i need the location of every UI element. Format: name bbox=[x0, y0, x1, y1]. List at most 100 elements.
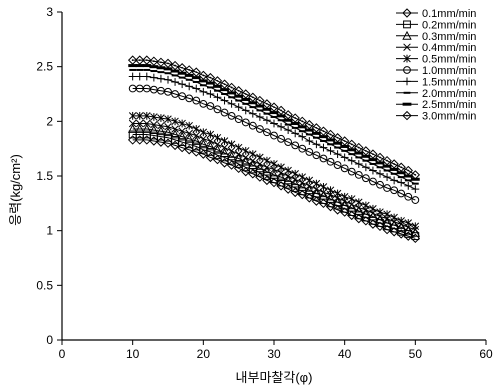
data-point bbox=[156, 57, 166, 68]
data-point bbox=[368, 219, 378, 229]
data-point bbox=[135, 111, 144, 120]
data-point bbox=[354, 142, 364, 153]
data-point bbox=[362, 201, 370, 210]
data-point bbox=[248, 109, 257, 118]
data-point bbox=[291, 129, 300, 138]
data-point bbox=[389, 220, 399, 230]
data-point bbox=[333, 150, 342, 159]
data-point bbox=[171, 90, 179, 98]
legend-entry: 0.1mm/min bbox=[396, 8, 476, 20]
data-point bbox=[163, 138, 173, 148]
data-point bbox=[347, 156, 356, 165]
data-point bbox=[248, 160, 258, 169]
data-point bbox=[220, 108, 229, 117]
data-point bbox=[396, 222, 406, 232]
data-point bbox=[142, 135, 152, 145]
data-point bbox=[311, 188, 322, 198]
data-point bbox=[234, 150, 243, 158]
data-point bbox=[347, 210, 357, 221]
data-point bbox=[192, 96, 201, 105]
data-point bbox=[369, 204, 377, 213]
data-point bbox=[213, 133, 222, 142]
data-point bbox=[319, 183, 328, 191]
data-point bbox=[184, 65, 194, 75]
data-point bbox=[305, 176, 314, 185]
data-point bbox=[397, 178, 406, 187]
data-point bbox=[170, 140, 180, 151]
legend-entry: 0.4mm/min bbox=[396, 42, 476, 54]
data-point bbox=[163, 58, 173, 69]
data-point bbox=[333, 189, 342, 198]
data-point bbox=[135, 55, 145, 65]
series-line bbox=[132, 134, 416, 237]
data-point bbox=[198, 70, 209, 81]
legend-entry: 1.0mm/min bbox=[396, 65, 476, 77]
data-point bbox=[205, 72, 216, 83]
data-point bbox=[255, 113, 264, 121]
x-tick-label: 20 bbox=[197, 347, 211, 361]
data-point bbox=[150, 113, 158, 121]
legend-marker bbox=[403, 54, 411, 63]
data-point bbox=[347, 200, 356, 209]
data-point bbox=[376, 180, 384, 189]
legend-label: 3.0mm/min bbox=[422, 111, 476, 123]
data-point bbox=[276, 181, 286, 191]
data-point bbox=[191, 67, 201, 77]
data-point bbox=[339, 207, 350, 217]
data-point bbox=[403, 225, 414, 235]
data-point bbox=[397, 189, 406, 198]
legend-marker bbox=[403, 43, 411, 51]
data-point bbox=[248, 121, 257, 130]
data-point bbox=[150, 120, 158, 129]
data-point bbox=[404, 181, 413, 190]
series-1.5mm/min bbox=[128, 72, 420, 194]
data-point bbox=[241, 153, 250, 162]
data-point bbox=[390, 176, 399, 185]
data-point bbox=[276, 105, 286, 116]
data-point bbox=[332, 133, 343, 143]
data-point bbox=[277, 168, 285, 177]
data-point bbox=[284, 172, 292, 180]
data-point bbox=[185, 82, 194, 91]
data-point bbox=[361, 174, 370, 183]
legend-label: 0.1mm/min bbox=[422, 8, 476, 20]
data-point bbox=[291, 169, 299, 178]
data-point bbox=[277, 163, 285, 172]
data-point bbox=[390, 186, 399, 195]
data-point bbox=[199, 99, 208, 108]
data-point bbox=[369, 166, 377, 175]
data-point bbox=[157, 114, 165, 122]
data-point bbox=[185, 121, 193, 130]
data-point bbox=[206, 130, 215, 139]
series-0.1mm/min bbox=[127, 135, 421, 244]
data-point bbox=[191, 147, 201, 157]
data-point bbox=[361, 209, 371, 219]
data-point bbox=[411, 196, 420, 204]
data-point bbox=[149, 125, 159, 134]
data-point bbox=[262, 99, 272, 109]
legend-label: 2.5mm/min bbox=[422, 99, 476, 111]
data-point bbox=[305, 182, 314, 190]
data-point bbox=[219, 79, 230, 89]
data-point bbox=[325, 193, 336, 203]
data-point bbox=[185, 129, 193, 138]
data-point bbox=[318, 190, 329, 200]
data-point bbox=[340, 153, 349, 162]
data-point bbox=[410, 227, 421, 237]
data-point bbox=[263, 128, 271, 137]
data-point bbox=[347, 167, 356, 176]
data-point bbox=[339, 200, 350, 210]
data-point bbox=[263, 156, 271, 165]
data-point bbox=[305, 148, 314, 156]
data-point bbox=[170, 129, 180, 139]
data-point bbox=[206, 102, 215, 110]
data-point bbox=[403, 165, 413, 176]
data-point bbox=[410, 233, 421, 244]
data-point bbox=[361, 163, 370, 172]
data-point bbox=[354, 206, 364, 215]
data-point bbox=[256, 153, 264, 162]
data-point bbox=[263, 116, 271, 125]
data-point bbox=[298, 173, 307, 181]
data-point bbox=[277, 134, 285, 143]
legend-marker bbox=[403, 20, 411, 29]
